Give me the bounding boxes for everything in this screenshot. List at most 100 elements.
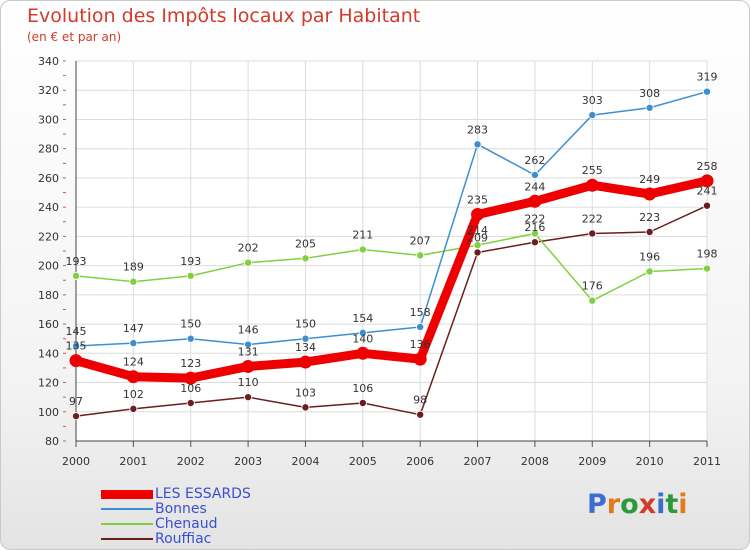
data-point [645,227,654,236]
data-point [473,241,482,250]
logo-letter: P [587,489,607,520]
data-label: 136 [410,338,431,351]
data-label: 262 [524,154,545,167]
data-point [358,328,367,337]
y-tick-label: 80 [45,435,59,448]
x-tick-label: 2007 [464,455,492,468]
chart-subtitle: (en € et par an) [27,30,122,44]
data-point [645,103,654,112]
data-point [184,371,198,385]
data-label: 98 [413,394,427,407]
data-point [645,267,654,276]
data-point [703,201,712,210]
data-label: 235 [467,193,488,206]
data-point [473,248,482,257]
data-point [241,359,255,373]
x-tick-label: 2008 [521,455,549,468]
x-tick-label: 2006 [406,455,434,468]
data-point [356,346,370,360]
data-point [643,187,657,201]
data-label: 222 [524,212,545,225]
x-tick-label: 2011 [693,455,721,468]
y-tick-label: 120 [38,377,59,390]
logo-letter: i [656,489,666,520]
y-tick-label: 180 [38,289,59,302]
y-tick-label: 260 [38,172,59,185]
data-point [69,354,83,368]
data-label: 150 [295,318,316,331]
x-tick-label: 2009 [578,455,606,468]
x-tick-label: 2001 [119,455,147,468]
data-point [530,229,539,238]
data-point [244,258,253,267]
data-label: 103 [295,386,316,399]
data-point [72,341,81,350]
legend-swatch [101,508,153,510]
data-label: 106 [180,382,201,395]
x-tick-label: 2004 [291,455,319,468]
x-tick-label: 2002 [177,455,205,468]
data-point [301,254,310,263]
logo-letter: t [665,489,679,520]
logo-letter: x [638,489,657,520]
data-label: 255 [582,164,603,177]
data-point [588,229,597,238]
y-tick-label: 200 [38,260,59,273]
series-chenaud [72,229,712,305]
series-les-essards [69,174,714,385]
data-point [416,322,425,331]
data-label: 196 [639,250,660,263]
data-point [528,194,542,208]
data-label: 207 [410,234,431,247]
data-label: 249 [639,173,660,186]
data-point [129,339,138,348]
data-point [126,370,140,384]
data-point [186,334,195,343]
y-tick-label: 320 [38,84,59,97]
data-label: 214 [467,224,488,237]
x-tick-label: 2003 [234,455,262,468]
plot-area [76,61,707,441]
data-label: 308 [639,87,660,100]
data-point [471,207,485,221]
data-label: 145 [66,325,87,338]
data-label: 123 [180,357,201,370]
data-point [588,111,597,120]
data-label: 241 [697,185,718,198]
legend-swatch [101,489,153,499]
data-point [703,87,712,96]
y-tick-label: 240 [38,201,59,214]
legend-swatch [101,523,153,525]
series-line [75,90,708,347]
data-label: 124 [123,356,144,369]
x-tick-label: 2010 [636,455,664,468]
data-label: 158 [410,306,431,319]
proxiti-logo: Proxiti [587,489,688,520]
data-point [244,393,253,402]
data-point [358,398,367,407]
y-tick-label: 340 [38,55,59,68]
data-label: 211 [352,229,373,242]
data-point [298,355,312,369]
data-label: 209 [467,231,488,244]
data-label: 146 [238,324,259,337]
data-label: 97 [69,395,83,408]
data-label: 202 [238,242,259,255]
data-label: 222 [582,212,603,225]
y-tick-label: 160 [38,318,59,331]
logo-letter: o [620,489,639,520]
data-point [358,245,367,254]
x-tick-label: 2000 [62,455,90,468]
legend-label: Chenaud [155,516,218,532]
data-label: 258 [697,160,718,173]
data-label: 147 [123,322,144,335]
data-label: 134 [295,341,316,354]
series-line [71,176,712,383]
data-label: 131 [238,345,259,358]
data-label: 205 [295,237,316,250]
data-point [530,170,539,179]
y-tick-label: 280 [38,143,59,156]
data-point [416,251,425,260]
